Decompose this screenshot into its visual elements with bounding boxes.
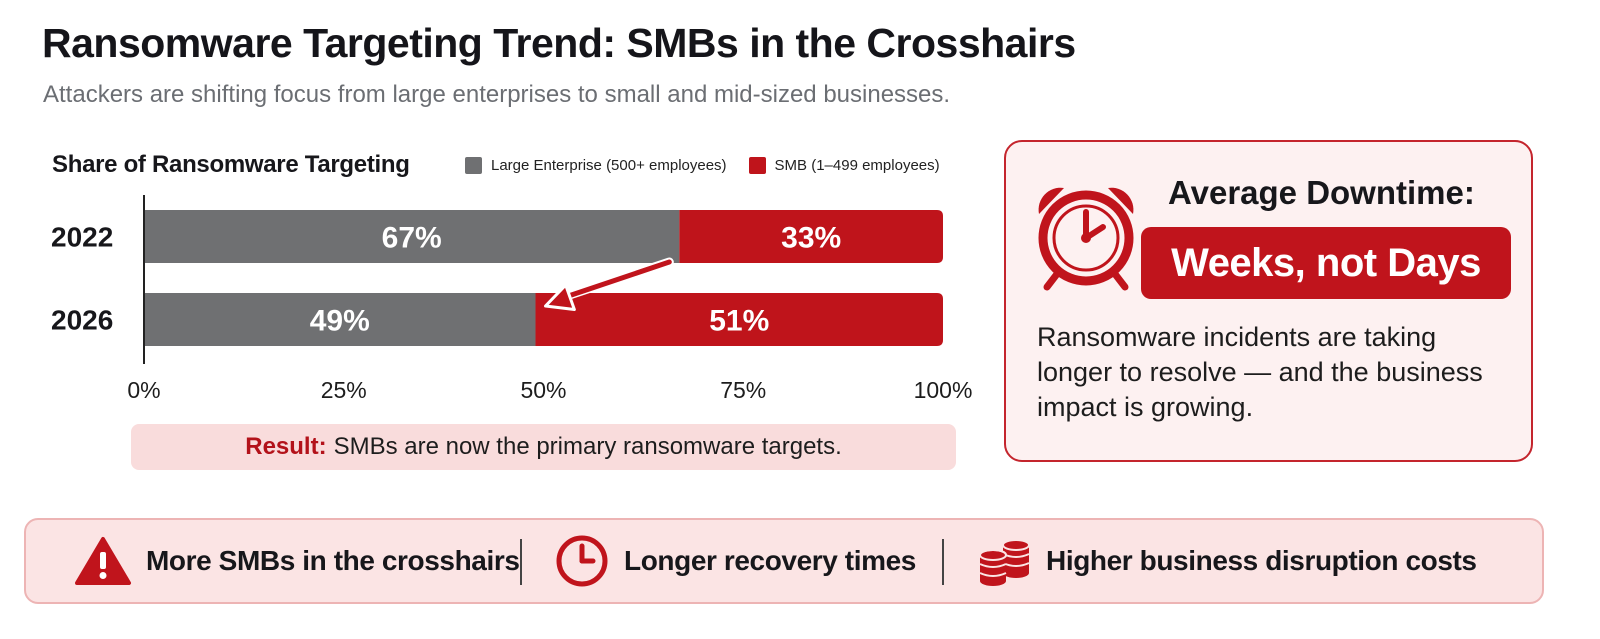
legend-swatch-smb (748, 157, 766, 174)
category-label-2026: 2026 (51, 305, 113, 336)
impact-label-costs: Higher business disruption costs (1046, 545, 1477, 576)
x-tick-label-25: 25% (321, 377, 367, 403)
legend-swatch-enterprise (465, 157, 482, 174)
impact-item-recovery: Longer recovery times (554, 520, 916, 602)
warning-icon (75, 537, 131, 585)
downtime-description: Ransomware incidents are taking longer t… (1037, 322, 1483, 422)
bar-label-2022-enterprise: 67% (382, 222, 442, 255)
coin-stack-icon (979, 539, 1030, 586)
category-label-2022: 2022 (51, 222, 113, 253)
page-title: Ransomware Targeting Trend: SMBs in the … (42, 20, 1076, 66)
alarm-clock-icon (1038, 187, 1134, 291)
shift-arrow-line (557, 259, 672, 302)
bar-2026-smb (535, 293, 943, 346)
bar-2022-smb (679, 210, 943, 263)
result-label: Result: (245, 433, 327, 460)
stacked-bar-chart: 67% 33% 2022 49% 51% 2026 0% 25% 50% 75% 100% (51, 195, 973, 403)
shift-arrow-head (544, 283, 576, 312)
impact-bar: More SMBs in the crosshairs Longer recov… (24, 518, 1544, 604)
downtime-heading: Average Downtime: (1168, 174, 1475, 211)
result-callout: Result: SMBs are now the primary ransomw… (131, 424, 956, 470)
page-subtitle: Attackers are shifting focus from large … (43, 81, 951, 108)
x-tick-label-50: 50% (520, 377, 566, 403)
bar-label-2026-smb: 51% (709, 305, 769, 338)
impact-divider (520, 539, 522, 585)
bar-2022-enterprise (144, 210, 680, 263)
chart-legend: Large Enterprise (500+ employees) SMB (1… (465, 157, 962, 174)
downtime-highlight: Weeks, not Days (1141, 227, 1511, 299)
impact-item-costs: Higher business disruption costs (976, 520, 1477, 602)
x-tick-label-100: 100% (914, 377, 973, 403)
impact-label-smbs: More SMBs in the crosshairs (146, 545, 520, 576)
downtime-card: Average Downtime: Weeks, not Days Ransom… (1004, 140, 1533, 462)
bar-2026-enterprise (144, 293, 536, 346)
legend-item-smb: SMB (1–499 employees) (748, 157, 940, 174)
legend-label-enterprise: Large Enterprise (500+ employees) (491, 157, 727, 174)
impact-divider (942, 539, 944, 585)
chart-title: Share of Ransomware Targeting (52, 151, 410, 178)
legend-label-smb: SMB (1–499 employees) (774, 157, 940, 174)
clock-icon (556, 535, 608, 587)
bar-label-2026-enterprise: 49% (310, 305, 370, 338)
legend-item-enterprise: Large Enterprise (500+ employees) (465, 157, 727, 174)
impact-item-smbs: More SMBs in the crosshairs (74, 520, 520, 602)
bar-label-2022-smb: 33% (781, 222, 841, 255)
x-tick-label-0: 0% (127, 377, 160, 403)
x-tick-label-75: 75% (720, 377, 766, 403)
result-text: SMBs are now the primary ransomware targ… (333, 433, 842, 460)
impact-label-recovery: Longer recovery times (624, 545, 916, 576)
